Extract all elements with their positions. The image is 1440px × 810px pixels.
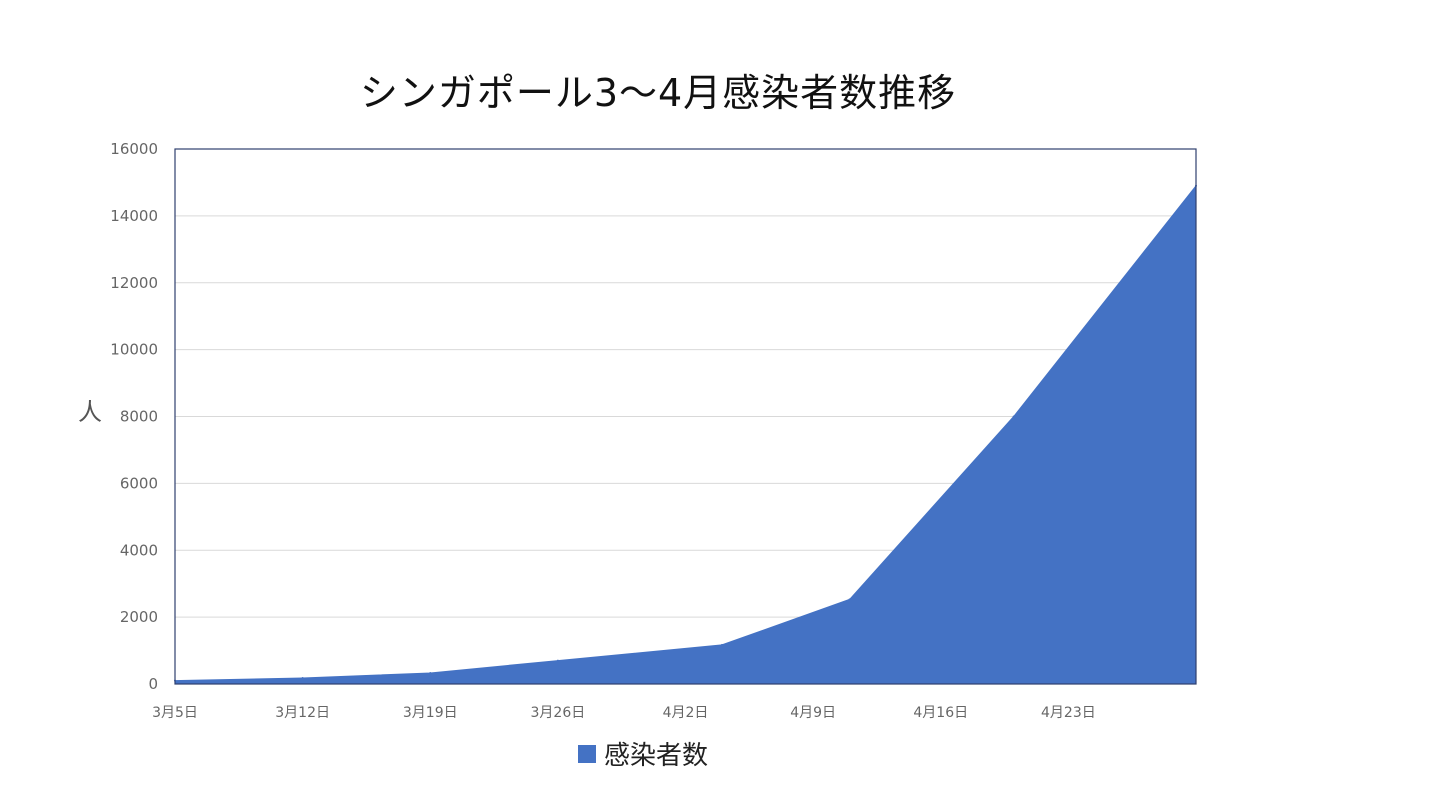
data-point [720,643,723,646]
x-tick-label: 3月19日 [403,705,458,721]
y-tick-label: 2000 [120,608,158,626]
y-tick-label: 10000 [110,341,158,359]
chart-title: シンガポール3～4月感染者数推移 [359,71,957,115]
data-point [848,598,851,601]
data-point [301,676,304,679]
x-tick-label: 4月23日 [1041,705,1096,721]
y-tick-label: 14000 [110,207,158,225]
y-tick-label: 4000 [120,541,158,559]
y-tick-label: 16000 [110,140,158,158]
legend: 感染者数 [578,735,708,772]
y-tick-label: 6000 [120,474,158,492]
data-point [556,659,559,662]
y-axis-label: 人 [78,398,102,426]
plot-border [174,148,1197,685]
x-tick-label: 3月5日 [152,705,198,721]
x-tick-label: 4月16日 [913,705,968,721]
x-tick-label: 3月12日 [275,705,330,721]
x-tick-label: 4月9日 [790,705,836,721]
legend-swatch [578,744,596,763]
data-point [1012,415,1015,418]
data-point [429,671,432,674]
y-tick-label: 0 [148,675,158,693]
y-tick-label: 8000 [120,408,158,426]
x-tick-label: 3月26日 [531,705,586,721]
x-tick-label: 4月2日 [663,705,709,721]
legend-label: 感染者数 [604,741,709,771]
y-tick-label: 12000 [110,274,158,292]
